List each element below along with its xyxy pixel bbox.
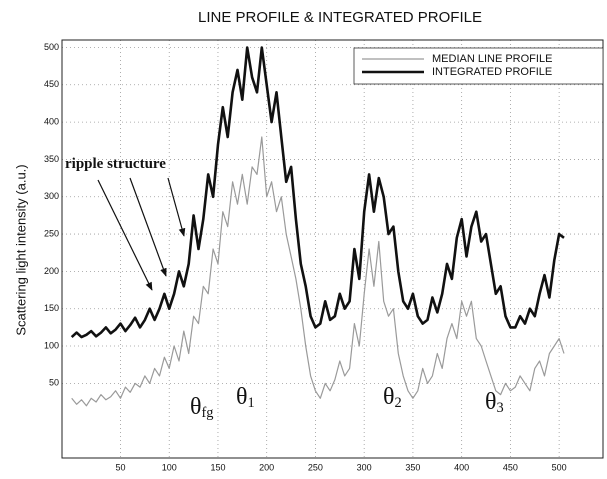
annotation-subscript: 2 — [395, 395, 402, 411]
arrow — [129, 177, 167, 277]
annotation-text: ripple structure — [65, 156, 166, 172]
y-tick-label: 300 — [44, 191, 59, 201]
x-tick-label: 350 — [405, 462, 420, 472]
x-tick-label: 400 — [454, 462, 469, 472]
y-tick-label: 200 — [44, 266, 59, 276]
arrow — [167, 177, 186, 237]
annotation-text: θ — [236, 384, 248, 410]
annotation: θ2 — [383, 384, 402, 412]
x-tick-label: 250 — [308, 462, 323, 472]
annotation-text: θ — [190, 394, 202, 420]
y-tick-label: 50 — [49, 378, 59, 388]
series-line — [70, 46, 565, 339]
annotation: θ1 — [236, 384, 255, 412]
arrow — [97, 179, 153, 291]
y-tick-label: 500 — [44, 42, 59, 52]
series-line — [71, 136, 565, 407]
legend-label: INTEGRATED PROFILE — [432, 66, 552, 78]
plot-frame — [61, 39, 604, 459]
annotation-subscript: 1 — [248, 395, 255, 411]
y-tick-label: 250 — [44, 228, 59, 238]
legend-label: MEDIAN LINE PROFILE — [432, 53, 552, 65]
annotation: ripple structure — [65, 156, 166, 172]
annotation: θfg — [190, 394, 214, 422]
chart-title: LINE PROFILE & INTEGRATED PROFILE — [198, 9, 482, 26]
legend-box — [353, 47, 604, 85]
annotation-subscript: fg — [202, 405, 214, 421]
x-tick-label: 150 — [210, 462, 225, 472]
annotation-subscript: 3 — [497, 400, 504, 416]
x-tick-label: 300 — [357, 462, 372, 472]
annotation-text: θ — [485, 389, 497, 415]
x-tick-label: 450 — [503, 462, 518, 472]
y-tick-label: 400 — [44, 116, 59, 126]
x-tick-label: 500 — [552, 462, 567, 472]
y-tick-label: 100 — [44, 340, 59, 350]
annotation-arrows — [97, 177, 186, 291]
x-tick-label: 200 — [259, 462, 274, 472]
y-axis-label: Scattering light intensity (a.u.) — [13, 164, 28, 335]
x-tick-label: 100 — [162, 462, 177, 472]
y-tick-label: 350 — [44, 154, 59, 164]
x-tick-label: 50 — [115, 462, 125, 472]
y-tick-label: 150 — [44, 303, 59, 313]
annotation: θ3 — [485, 389, 504, 417]
y-tick-label: 450 — [44, 79, 59, 89]
annotation-text: θ — [383, 384, 395, 410]
